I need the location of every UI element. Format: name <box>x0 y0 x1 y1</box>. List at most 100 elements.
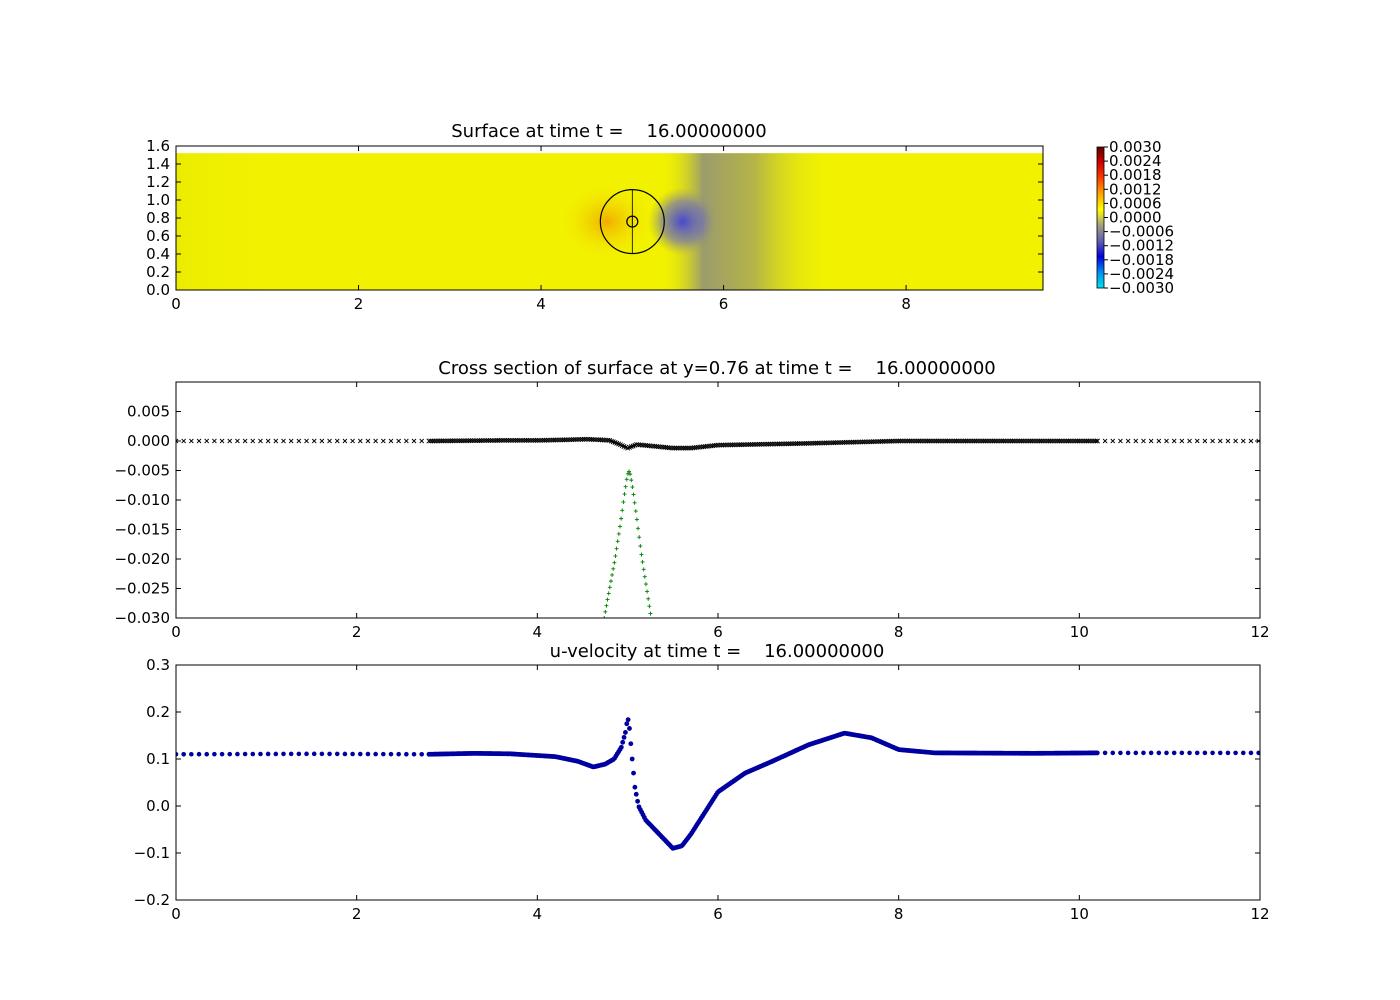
cross-section-point <box>973 438 979 444</box>
cross-section-point <box>928 438 934 444</box>
bathymetry-point <box>624 477 629 482</box>
bathymetry-point <box>612 560 617 565</box>
colorbar-strip <box>1096 146 1105 289</box>
u-velocity-point <box>623 730 628 735</box>
cross-section-point <box>1069 438 1075 444</box>
cross-section-point <box>972 438 978 444</box>
cross-section-point <box>327 438 332 444</box>
cross-section-point <box>1187 438 1192 444</box>
cross-section-point <box>1089 438 1095 444</box>
cross-section-point <box>925 438 931 444</box>
bathymetry-point <box>614 546 619 551</box>
cross-section-point <box>1095 438 1100 444</box>
cross-section-point <box>196 438 202 444</box>
cross-section-point <box>442 438 448 444</box>
cross-section-point <box>919 438 925 444</box>
cross-section-point <box>1044 438 1050 444</box>
u-velocity-point <box>196 751 202 757</box>
y-tick-label: −0.030 <box>114 609 170 627</box>
u-velocity-point <box>242 751 248 757</box>
cross-section-point <box>926 438 932 444</box>
cross-section-point <box>265 438 271 444</box>
cross-section-point <box>1035 438 1041 444</box>
cross-section-point <box>1148 438 1154 444</box>
cross-section-point <box>981 438 987 444</box>
u-velocity-panel: u-velocity at time t = 16.00000000 0 2 4 6 8… <box>134 641 1270 923</box>
cross-section-point <box>380 438 386 444</box>
y-tick-label: 0.6 <box>146 227 170 245</box>
y-tick-label: 0.2 <box>146 263 170 281</box>
colorbar-tick-label: 0.0006 <box>1109 194 1162 212</box>
cross-section-point <box>1073 438 1079 444</box>
y-tick-label: 0.3 <box>146 656 170 674</box>
cross-section-point <box>319 438 325 444</box>
cross-section-point <box>952 438 958 444</box>
y-tick-label: −0.015 <box>114 521 170 539</box>
y-tick-label: 1.2 <box>146 173 170 191</box>
cross-section-point <box>304 438 309 444</box>
cross-section-point <box>469 438 475 444</box>
cross-section-point <box>482 438 488 444</box>
bathymetry-point <box>646 596 651 601</box>
cross-section-point <box>934 438 940 444</box>
bathymetry-point <box>611 566 616 571</box>
u-velocity-point <box>1164 750 1169 756</box>
cross-section-point <box>673 445 679 451</box>
cross-section-point <box>959 438 965 444</box>
cross-section-point <box>1026 438 1032 444</box>
cross-section-point <box>906 438 913 444</box>
cross-section-point <box>440 438 446 444</box>
cross-section-point <box>1038 438 1044 444</box>
cross-section-point <box>670 445 676 451</box>
bathymetry-point <box>636 526 641 531</box>
cross-section-point <box>1004 438 1010 444</box>
cross-section-point <box>507 437 513 443</box>
cross-section-point <box>435 438 441 444</box>
u-velocity-point <box>235 751 240 757</box>
bathymetry-point <box>645 589 650 594</box>
cross-section-point <box>1024 438 1030 444</box>
colorbar-tick-label: 0.0018 <box>1109 166 1162 184</box>
cross-section-point <box>311 438 317 444</box>
u-velocity-point <box>365 751 371 757</box>
cross-section-point <box>975 438 981 444</box>
cross-section-point <box>950 438 956 444</box>
cross-section-point <box>1002 438 1008 444</box>
cross-section-point <box>514 437 520 443</box>
cross-section-point <box>961 438 967 444</box>
cross-section-point <box>523 437 530 443</box>
cross-section-point <box>1194 438 1200 444</box>
cross-section-point <box>212 438 217 444</box>
x-tick-label: 10 <box>1070 623 1089 641</box>
colorbar-tick-label: −0.0030 <box>1109 279 1174 297</box>
cross-section-point <box>495 437 501 443</box>
cross-section-point <box>1058 438 1064 444</box>
x-tick-label: 2 <box>352 623 362 641</box>
cross-section-point <box>1013 438 1019 444</box>
x-tick-label: 8 <box>894 623 904 641</box>
bathymetry-point <box>633 509 638 514</box>
cross-section-point <box>957 438 963 444</box>
cross-section-point <box>428 438 434 444</box>
cross-section-point <box>1019 438 1025 444</box>
cross-section-point <box>1075 438 1081 444</box>
cross-section-point <box>943 438 949 444</box>
u-velocity-point <box>258 751 263 757</box>
colorbar-tick-label: −0.0012 <box>1109 237 1174 255</box>
cross-section-point <box>901 438 907 444</box>
cross-section-point <box>1047 438 1053 444</box>
bathymetry-point <box>620 508 625 513</box>
cross-section-point <box>242 438 248 444</box>
bathymetry-point <box>639 552 644 557</box>
u-velocity-point <box>635 798 641 804</box>
surface-heatmap <box>176 146 1043 290</box>
cross-section-point <box>457 438 463 444</box>
u-velocity-point <box>311 751 317 757</box>
bathymetry-point <box>631 492 636 497</box>
u-velocity-point <box>265 751 271 757</box>
cross-section-point <box>1087 438 1093 444</box>
cross-section-point <box>1031 438 1037 444</box>
y-tick-label: −0.2 <box>134 891 170 909</box>
cross-section-point <box>993 438 999 444</box>
cross-section-point <box>681 445 687 451</box>
